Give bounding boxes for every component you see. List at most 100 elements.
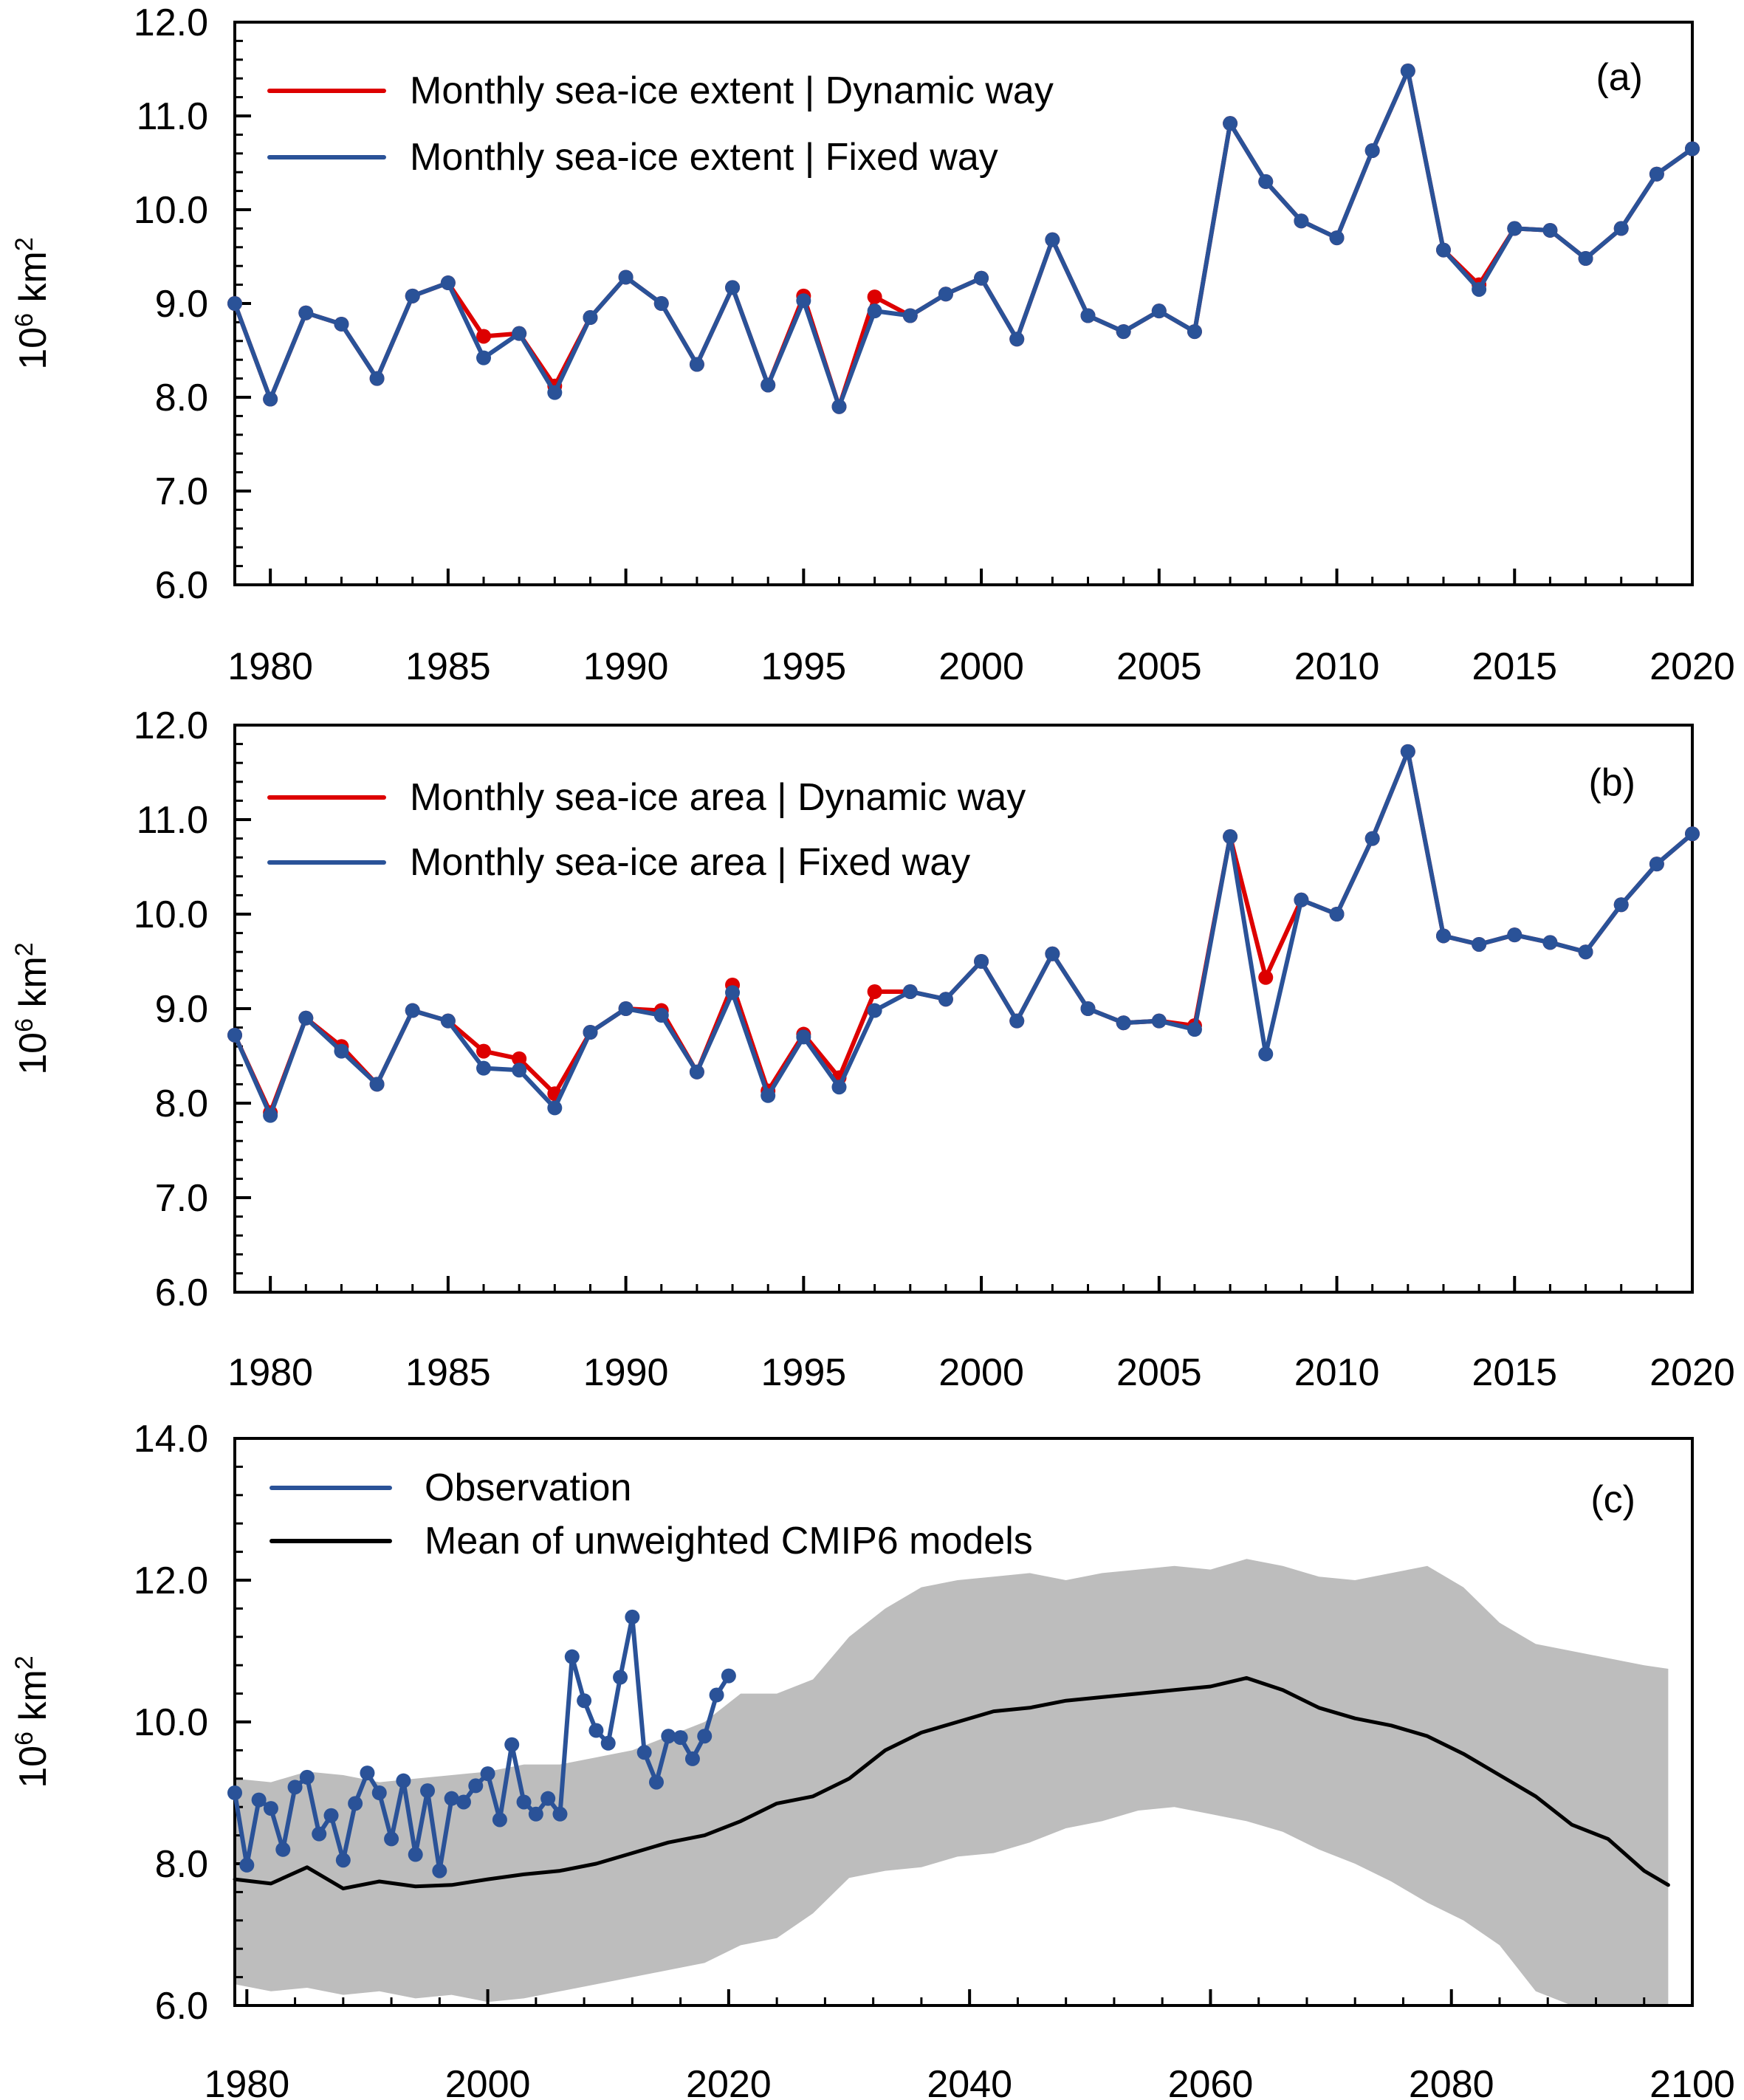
series-line	[233, 69, 1695, 409]
y-tick-label: 6.0	[155, 1985, 208, 2028]
data-point	[974, 270, 989, 286]
data-point	[552, 1806, 568, 1822]
data-point	[371, 1785, 387, 1800]
x-tick-label: 1995	[761, 645, 846, 688]
data-point	[1542, 935, 1558, 950]
data-point	[369, 371, 385, 386]
data-point	[625, 1609, 640, 1624]
data-point	[1472, 281, 1487, 297]
data-point	[974, 954, 989, 969]
data-point	[263, 1801, 278, 1816]
panel-c: 6.0 8.0 10.0 12.0 14.0 1980 2000 2020 2040 2060 20…	[10, 1418, 1735, 2100]
data-point	[348, 1796, 363, 1811]
data-point	[831, 399, 847, 414]
data-point	[1187, 1022, 1202, 1037]
x-tick-label: 1985	[405, 1351, 491, 1394]
panel-tag: (c)	[1590, 1478, 1635, 1521]
data-point	[867, 984, 882, 999]
data-point	[440, 275, 456, 291]
data-point	[709, 1687, 724, 1703]
y-tick-label: 10.0	[134, 189, 208, 232]
y-tick-label: 7.0	[155, 1177, 208, 1220]
data-point	[323, 1808, 339, 1823]
legend: Monthly sea-ice area | Dynamic way Month…	[267, 776, 1026, 884]
data-point	[831, 1080, 847, 1095]
model-spread-band	[235, 1559, 1669, 2005]
data-point	[1507, 221, 1522, 236]
x-tick-label: 1990	[583, 1351, 669, 1394]
data-point	[1685, 141, 1700, 157]
data-point	[689, 357, 704, 372]
data-point	[440, 1013, 456, 1029]
legend: Monthly sea-ice extent | Dynamic way Mon…	[267, 69, 1054, 179]
panel-a: 6.0 7.0 8.0 9.0 10.0 11.0 12.0 1980 1985 1990 1995…	[10, 1, 1735, 688]
x-tick-label: 2015	[1472, 1351, 1557, 1394]
x-tick-label: 2005	[1116, 645, 1202, 688]
data-point	[263, 391, 278, 407]
y-tick-label: 9.0	[155, 988, 208, 1031]
data-point	[1258, 174, 1274, 189]
data-point	[335, 1853, 351, 1868]
y-tick-label: 11.0	[137, 799, 208, 842]
data-point	[761, 1088, 776, 1103]
data-point	[1649, 166, 1664, 182]
data-point	[583, 310, 598, 326]
data-point	[275, 1842, 291, 1857]
data-point	[1507, 927, 1522, 943]
data-point	[512, 1051, 527, 1066]
legend-label-dynamic: Monthly sea-ice extent | Dynamic way	[410, 69, 1054, 112]
data-point	[408, 1847, 423, 1862]
data-point	[334, 1043, 349, 1059]
data-point	[227, 1785, 242, 1800]
data-point	[476, 1060, 492, 1076]
x-tick-label: 1990	[583, 645, 669, 688]
data-point	[618, 270, 634, 285]
data-point	[1364, 143, 1380, 158]
data-point	[492, 1812, 507, 1828]
x-tick-label: 1980	[227, 1351, 313, 1394]
y-tick-label: 12.0	[134, 704, 208, 747]
data-point	[1151, 303, 1167, 319]
data-point	[299, 1769, 315, 1785]
y-tick-label: 8.0	[155, 1843, 208, 1886]
y-tick-label: 7.0	[155, 470, 208, 513]
x-tick-label: 1980	[204, 2063, 289, 2100]
data-point	[588, 1723, 604, 1738]
x-tick-label: 2005	[1116, 1351, 1202, 1394]
data-point	[867, 1003, 882, 1018]
data-point	[251, 1792, 267, 1808]
data-point	[547, 385, 563, 400]
data-point	[613, 1670, 628, 1685]
data-point	[1364, 831, 1380, 846]
data-point	[512, 1063, 527, 1078]
data-point	[684, 1751, 700, 1766]
data-point	[867, 289, 882, 305]
legend-label-model-mean: Mean of unweighted CMIP6 models	[425, 1520, 1033, 1562]
data-point	[725, 280, 741, 295]
data-point	[540, 1791, 556, 1806]
data-point	[867, 303, 882, 319]
y-tick-label: 8.0	[155, 377, 208, 419]
data-point	[725, 985, 741, 1001]
y-axis-label: 106 km2	[10, 942, 55, 1074]
x-tick-label: 2020	[1649, 1351, 1735, 1394]
data-point	[1045, 946, 1060, 961]
data-point	[1080, 1001, 1096, 1016]
data-point	[1649, 857, 1664, 872]
data-point	[661, 1729, 676, 1744]
data-point	[618, 1001, 634, 1016]
data-point	[564, 1649, 580, 1664]
data-point	[1613, 221, 1629, 236]
data-point	[1258, 970, 1274, 985]
y-tick-label: 8.0	[155, 1082, 208, 1125]
x-tick-label: 2010	[1294, 645, 1380, 688]
data-point	[1578, 944, 1593, 960]
x-tick-label: 2040	[927, 2063, 1012, 2100]
data-point	[405, 1003, 420, 1018]
data-point	[1187, 324, 1202, 340]
data-point	[334, 316, 349, 332]
x-tick-label: 1980	[227, 645, 313, 688]
y-tick-label: 11.0	[137, 95, 208, 138]
data-point	[796, 1029, 811, 1045]
